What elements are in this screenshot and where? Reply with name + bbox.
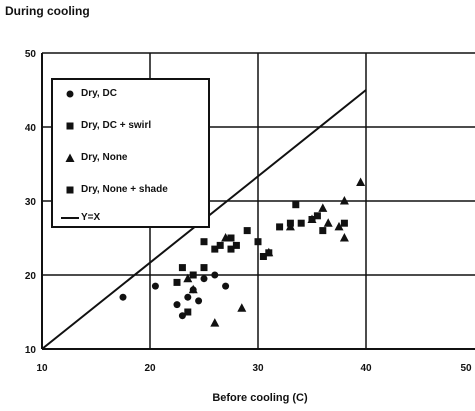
data-point-square [227,234,235,242]
y-tick-label: 20 [25,271,37,282]
square-marker-icon [59,184,81,196]
data-point-triangle [356,177,366,186]
data-point-square [276,223,284,231]
grid [41,52,475,350]
data-point-triangle [339,196,349,205]
data-point-square [200,264,208,272]
data-point-circle [211,271,219,279]
data-point-square [243,227,251,235]
data-point-circle [151,282,159,290]
tick-labels: 10 20 30 40 50 10 20 30 40 50 Before cooling (C) [25,49,472,404]
data-point-square [173,278,181,286]
x-tick-label: 40 [360,363,372,374]
legend-label: Dry, DC [81,88,117,99]
x-tick-label: 50 [460,363,472,374]
y-tick-label: 50 [25,49,37,60]
data-point-square [254,238,262,246]
x-tick-label: 20 [144,363,156,374]
data-point-square [216,241,224,249]
data-point-circle [200,275,208,283]
legend-item-dry-none-shade: Dry, None + shade [59,184,209,196]
legend-label: Dry, DC + swirl [81,120,152,131]
legend-item-dry-none: Dry, None [59,152,209,164]
data-point-triangle [318,203,328,212]
data-point-triangle [334,221,344,231]
legend-item-dry-dc-swirl: Dry, DC + swirl [59,120,209,132]
legend-label: Dry, None [81,152,128,163]
circle-marker-icon [59,88,81,100]
legend-label: Dry, None + shade [81,184,168,195]
data-point-triangle [237,303,247,312]
data-point-triangle [188,284,198,294]
data-point-square [200,238,208,246]
legend: Dry, DC Dry, DC + swirl Dry, None Dry, N… [51,78,210,228]
data-marks [41,89,367,350]
data-point-square [189,271,197,279]
data-point-circle [178,312,186,320]
data-point-square [227,245,235,253]
triangle-marker-icon [59,152,81,164]
data-point-circle [195,297,203,305]
legend-label: Y=X [81,212,101,223]
data-point-square [297,219,305,227]
data-point-triangle [210,318,220,327]
x-axis-label: Before cooling (C) [212,392,308,404]
y-tick-label: 30 [25,197,37,208]
data-point-square [178,264,186,272]
data-point-circle [222,282,230,290]
y-tick-label: 10 [25,345,37,356]
data-point-square [340,219,348,227]
data-point-square [232,241,240,249]
line-marker-icon [59,212,81,224]
x-tick-label: 30 [252,363,264,374]
data-point-square [286,219,294,227]
data-point-triangle [307,214,317,223]
data-point-triangle [339,233,349,242]
square-marker-icon [59,120,81,132]
data-point-square [319,227,327,235]
y-tick-label: 40 [25,123,37,134]
data-point-square [292,201,300,209]
data-point-square [313,212,321,220]
data-point-circle [119,293,127,301]
data-point-square [184,308,192,316]
data-point-circle [173,301,181,309]
data-point-circle [184,293,192,301]
data-point-triangle [183,273,193,283]
data-point-square [259,253,267,260]
legend-item-y-equals-x: Y=X [59,212,209,224]
legend-item-dry-dc: Dry, DC [59,88,209,100]
x-tick-label: 10 [36,363,48,374]
data-point-square [211,245,219,253]
data-point-triangle [221,233,231,242]
y-axis-label: During cooling [5,4,90,18]
data-point-triangle [323,218,333,227]
